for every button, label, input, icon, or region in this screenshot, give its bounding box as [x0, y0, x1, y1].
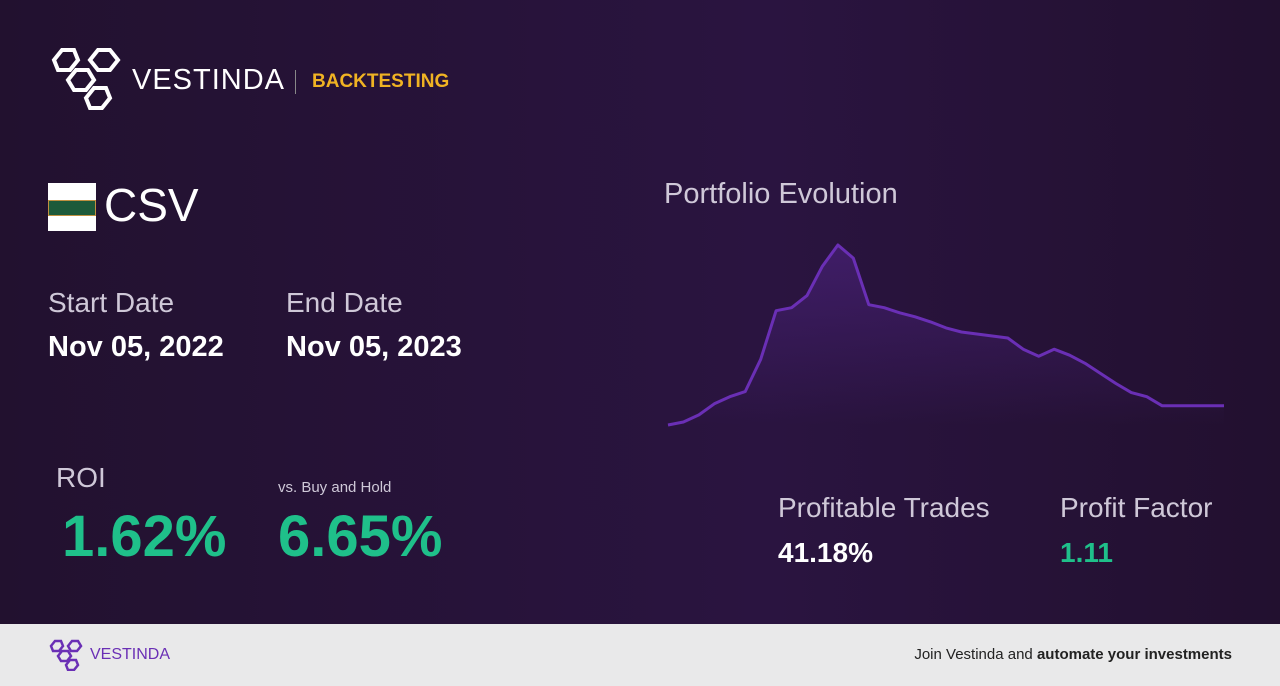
- end-date: Nov 05, 2023: [286, 331, 462, 363]
- roi: 1.62%: [62, 504, 227, 569]
- chart-title: Portfolio Evolution: [664, 178, 898, 210]
- bh-label: vs. Buy and Hold: [278, 479, 392, 496]
- ticker-icon: [48, 183, 96, 231]
- trades-label: Profitable Trades: [778, 492, 990, 523]
- footer: VESTINDA Join Vestinda and automate your…: [0, 624, 1280, 686]
- section: BACKTESTING: [312, 71, 450, 92]
- start-label: Start Date: [48, 287, 175, 318]
- logo: [51, 48, 121, 110]
- line: [667, 243, 1224, 427]
- start-date: Nov 05, 2022: [48, 331, 224, 363]
- end-label: End Date: [286, 287, 403, 318]
- ticker: CSV: [104, 179, 199, 231]
- divider: [295, 70, 296, 94]
- footer-logo: [49, 639, 83, 671]
- roi-label: ROI: [56, 462, 106, 493]
- bh: 6.65%: [278, 504, 443, 569]
- area: [668, 245, 1224, 425]
- brand: VESTINDA: [132, 64, 286, 96]
- pf: 1.11: [1060, 537, 1113, 568]
- footer-brand: VESTINDA: [90, 646, 171, 663]
- trades: 41.18%: [778, 537, 873, 568]
- sparkline: [667, 243, 1224, 427]
- footer-text: Join Vestinda and automate your investme…: [914, 646, 1232, 663]
- pf-label: Profit Factor: [1060, 492, 1213, 523]
- footer-cta-bold: automate your investments: [1036, 646, 1232, 663]
- footer-cta: Join Vestinda and: [914, 646, 1033, 663]
